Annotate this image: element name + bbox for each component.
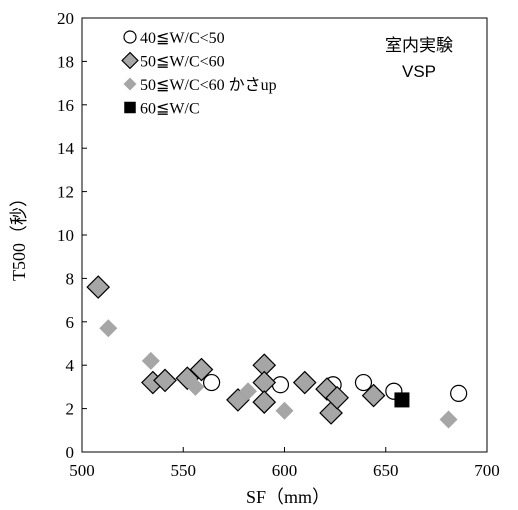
y-axis-ticks: 0 2 4 6 8 10 12 14 16 18 20 <box>57 9 87 462</box>
data-point-series-3 <box>186 377 205 396</box>
data-point-series-3 <box>141 351 160 370</box>
annotation-label-1: 室内実験 <box>385 36 453 55</box>
data-point-series-2 <box>325 385 349 410</box>
data-markers <box>86 275 468 429</box>
y-tick-label: 20 <box>57 9 74 28</box>
x-tick-label: 700 <box>474 461 500 480</box>
y-tick-label: 18 <box>57 52 74 71</box>
data-point-series-3 <box>99 319 118 338</box>
x-axis-ticks: 500 550 600 650 700 <box>69 447 500 480</box>
legend-label: 60≦W/C <box>140 101 200 118</box>
data-point-series-1 <box>450 384 468 403</box>
data-point-series-2 <box>292 370 317 395</box>
y-tick-label: 10 <box>57 226 74 245</box>
x-axis-title: SF（mm） <box>246 487 330 507</box>
y-tick-label: 16 <box>57 96 74 115</box>
data-point-series-1 <box>271 376 290 394</box>
data-point-series-2 <box>86 275 111 299</box>
x-tick-label: 600 <box>272 461 298 480</box>
x-tick-label: 550 <box>171 461 197 480</box>
data-point-series-2 <box>252 390 277 414</box>
legend-label: 50≦W/C<60 かさup <box>140 76 277 94</box>
legend-marker <box>121 51 139 70</box>
y-tick-label: 12 <box>57 183 74 202</box>
data-point-series-1 <box>354 373 373 392</box>
x-tick-label: 650 <box>373 461 399 480</box>
legend-marker <box>124 101 136 114</box>
y-tick-label: 14 <box>57 139 75 158</box>
y-tick-label: 6 <box>66 313 75 332</box>
data-point-series-3 <box>275 401 294 420</box>
annotation-label-2: VSP <box>402 62 436 81</box>
data-point-series-3 <box>439 410 458 429</box>
data-point-series-2 <box>361 383 386 408</box>
legend-marker <box>123 30 137 44</box>
y-axis-title: T500（秒） <box>9 189 29 281</box>
x-tick-label: 500 <box>69 461 95 480</box>
legend: 40≦W/C<50 50≦W/C<60 50≦W/C<60 かさup 60≦W/C <box>121 30 277 118</box>
legend-marker <box>123 77 137 91</box>
data-point-series-1 <box>203 373 221 392</box>
data-point-series-4 <box>394 392 410 408</box>
y-tick-label: 0 <box>66 443 75 462</box>
data-point-series-2 <box>189 357 214 382</box>
data-point-series-2 <box>153 368 177 393</box>
y-tick-label: 4 <box>66 356 75 375</box>
legend-label: 50≦W/C<60 <box>140 54 225 71</box>
legend-label: 40≦W/C<50 <box>140 30 225 47</box>
data-point-series-3 <box>239 382 258 401</box>
y-tick-label: 2 <box>66 400 75 419</box>
y-tick-label: 8 <box>66 269 75 288</box>
